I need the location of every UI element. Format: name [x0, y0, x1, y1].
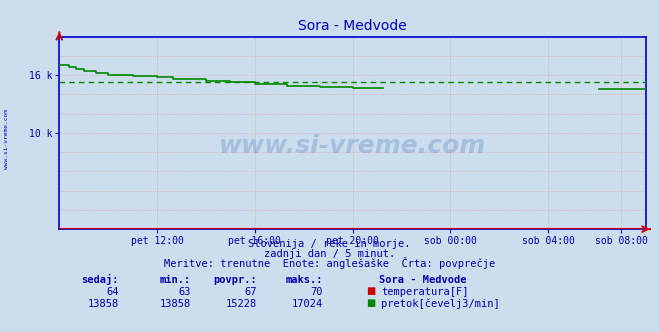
- Text: 67: 67: [244, 287, 257, 297]
- Text: 64: 64: [106, 287, 119, 297]
- Text: 17024: 17024: [292, 299, 323, 309]
- Text: pretok[čevelj3/min]: pretok[čevelj3/min]: [381, 298, 500, 309]
- Title: Sora - Medvode: Sora - Medvode: [298, 19, 407, 33]
- Text: povpr.:: povpr.:: [214, 275, 257, 285]
- Text: temperatura[F]: temperatura[F]: [381, 287, 469, 297]
- Text: www.si-vreme.com: www.si-vreme.com: [219, 134, 486, 158]
- Text: Sora - Medvode: Sora - Medvode: [379, 275, 467, 285]
- Text: www.si-vreme.com: www.si-vreme.com: [4, 110, 9, 169]
- Text: ■: ■: [366, 298, 375, 308]
- Text: zadnji dan / 5 minut.: zadnji dan / 5 minut.: [264, 249, 395, 259]
- Text: ■: ■: [366, 286, 375, 296]
- Text: 13858: 13858: [88, 299, 119, 309]
- Text: maks.:: maks.:: [285, 275, 323, 285]
- Text: 63: 63: [179, 287, 191, 297]
- Text: Slovenija / reke in morje.: Slovenija / reke in morje.: [248, 239, 411, 249]
- Text: 70: 70: [310, 287, 323, 297]
- Text: 15228: 15228: [226, 299, 257, 309]
- Text: min.:: min.:: [160, 275, 191, 285]
- Text: 13858: 13858: [160, 299, 191, 309]
- Text: sedaj:: sedaj:: [81, 274, 119, 285]
- Text: Meritve: trenutne  Enote: anglešaške  Črta: povprečje: Meritve: trenutne Enote: anglešaške Črta…: [164, 257, 495, 269]
